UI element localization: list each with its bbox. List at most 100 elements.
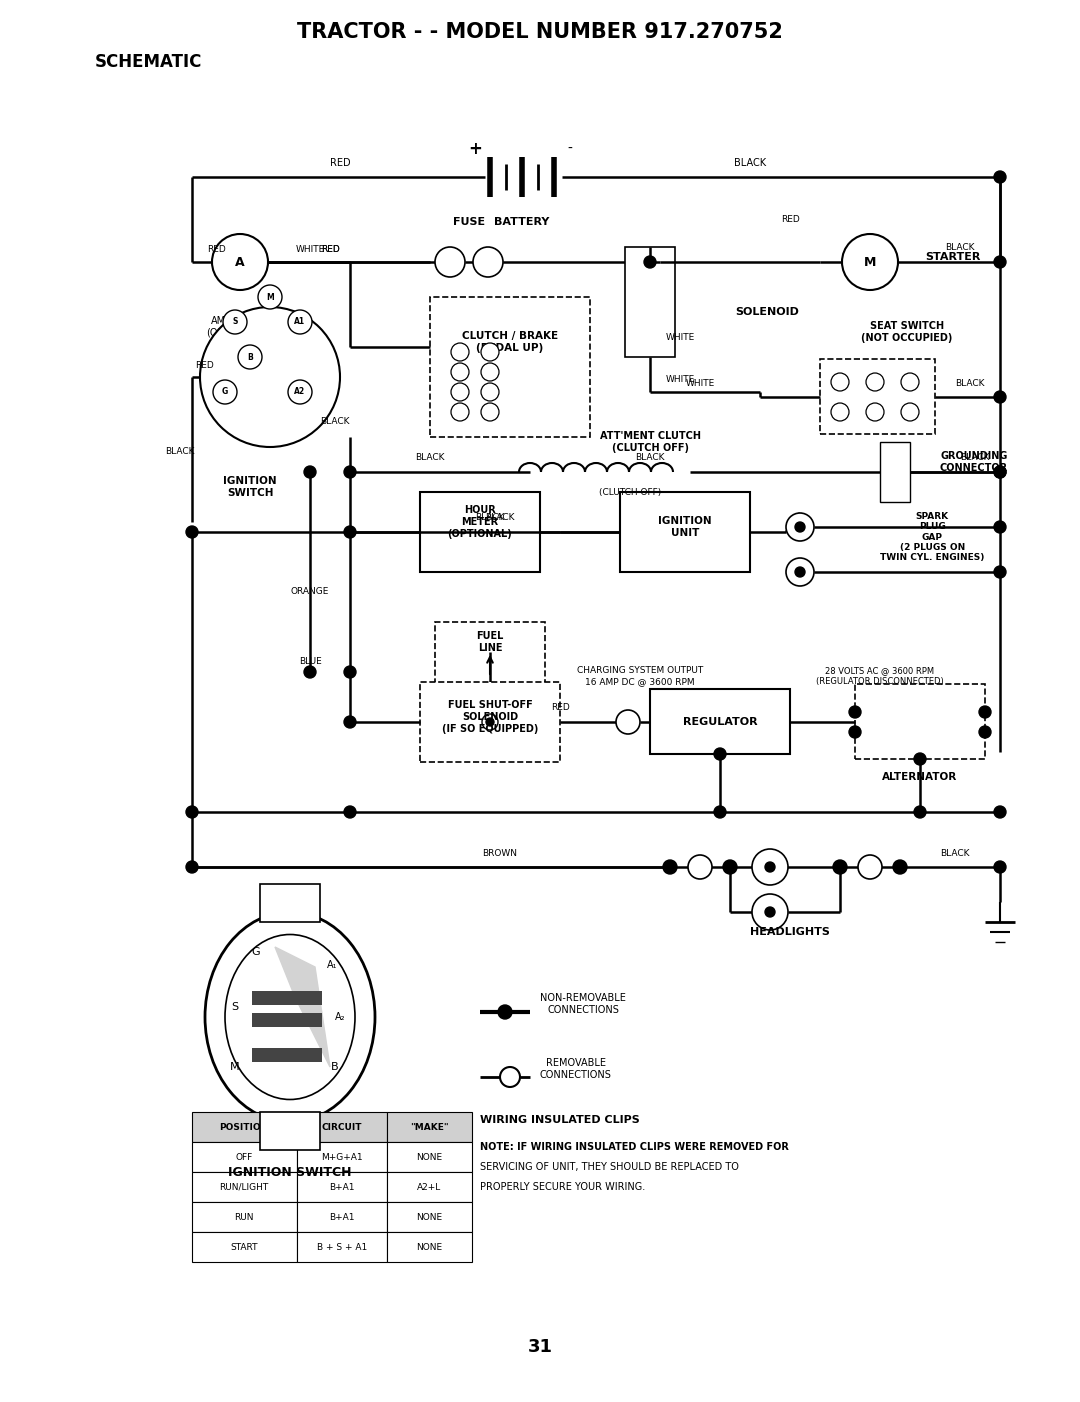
Circle shape — [238, 345, 262, 369]
Text: BLACK: BLACK — [941, 848, 970, 858]
Circle shape — [795, 522, 805, 531]
Circle shape — [994, 465, 1005, 478]
Bar — [297, 1143, 387, 1172]
Text: CIRCUIT: CIRCUIT — [322, 1123, 362, 1131]
Text: HEADLIGHTS: HEADLIGHTS — [751, 927, 829, 937]
Circle shape — [451, 343, 469, 360]
Bar — [192, 1232, 297, 1262]
Bar — [625, 247, 675, 358]
Text: BLACK: BLACK — [475, 513, 504, 523]
Text: RED: RED — [551, 704, 569, 712]
Circle shape — [222, 310, 247, 334]
Text: RED: RED — [195, 362, 214, 370]
Bar — [620, 492, 750, 572]
Circle shape — [481, 402, 499, 421]
Circle shape — [345, 716, 356, 728]
Text: AMMETER
(OPTIONAL): AMMETER (OPTIONAL) — [206, 317, 264, 338]
Circle shape — [303, 465, 316, 478]
Text: M: M — [864, 255, 876, 269]
Text: A₂: A₂ — [335, 1012, 346, 1022]
Circle shape — [186, 526, 198, 538]
Text: BLACK: BLACK — [945, 244, 975, 252]
Circle shape — [866, 373, 885, 391]
Text: A: A — [235, 255, 245, 269]
Circle shape — [866, 402, 885, 421]
Bar — [420, 492, 540, 572]
Text: CLUTCH / BRAKE
(PEDAL UP): CLUTCH / BRAKE (PEDAL UP) — [462, 331, 558, 353]
Circle shape — [481, 343, 499, 360]
Bar — [192, 1112, 297, 1143]
Text: BLACK: BLACK — [415, 453, 445, 463]
Circle shape — [482, 714, 498, 730]
Polygon shape — [275, 946, 330, 1067]
Circle shape — [849, 726, 861, 737]
Bar — [435, 622, 545, 751]
Text: SCHEMATIC: SCHEMATIC — [95, 53, 202, 72]
Text: M: M — [230, 1061, 240, 1073]
Circle shape — [288, 380, 312, 404]
Text: G: G — [221, 387, 228, 397]
Circle shape — [451, 363, 469, 381]
Text: IGNITION SWITCH: IGNITION SWITCH — [228, 1165, 352, 1179]
Text: M+G+A1: M+G+A1 — [321, 1152, 363, 1161]
Circle shape — [486, 718, 494, 726]
Text: NON-REMOVABLE
CONNECTIONS: NON-REMOVABLE CONNECTIONS — [540, 993, 626, 1015]
Circle shape — [833, 859, 847, 873]
Text: S: S — [232, 317, 238, 327]
Text: FUEL
LINE: FUEL LINE — [476, 631, 503, 653]
Text: SEAT SWITCH
(NOT OCCUPIED): SEAT SWITCH (NOT OCCUPIED) — [862, 321, 953, 343]
Text: B+A1: B+A1 — [329, 1213, 354, 1221]
Circle shape — [345, 806, 356, 817]
Circle shape — [451, 383, 469, 401]
Text: (CLUTCH OFF): (CLUTCH OFF) — [599, 488, 661, 496]
Circle shape — [200, 307, 340, 447]
Circle shape — [345, 666, 356, 679]
Text: RED: RED — [329, 158, 350, 168]
Text: NONE: NONE — [416, 1242, 442, 1252]
Text: A2+L: A2+L — [417, 1182, 441, 1192]
Circle shape — [901, 373, 919, 391]
Text: IGNITION
UNIT: IGNITION UNIT — [658, 516, 712, 538]
Text: BROWN: BROWN — [483, 848, 517, 858]
Text: REGULATOR: REGULATOR — [683, 716, 757, 728]
Circle shape — [831, 402, 849, 421]
Bar — [297, 1172, 387, 1202]
Bar — [260, 1112, 320, 1150]
Text: BLACK: BLACK — [635, 453, 665, 463]
Text: S: S — [231, 1002, 239, 1012]
Text: 31: 31 — [527, 1338, 553, 1356]
Text: NONE: NONE — [416, 1213, 442, 1221]
Circle shape — [978, 726, 991, 737]
Text: HOUR
METER
(OPTIONAL): HOUR METER (OPTIONAL) — [447, 505, 512, 538]
Text: B + S + A1: B + S + A1 — [316, 1242, 367, 1252]
Circle shape — [451, 402, 469, 421]
Bar — [820, 359, 935, 435]
Text: REMOVABLE
CONNECTIONS: REMOVABLE CONNECTIONS — [540, 1059, 612, 1080]
Circle shape — [765, 862, 775, 872]
Text: IGNITION
SWITCH: IGNITION SWITCH — [224, 477, 276, 498]
Bar — [387, 1202, 472, 1232]
Text: BLACK: BLACK — [321, 418, 350, 426]
Bar — [260, 885, 320, 923]
Text: B: B — [332, 1061, 339, 1073]
Bar — [252, 1049, 322, 1061]
Circle shape — [994, 465, 1005, 478]
Text: ORANGE: ORANGE — [291, 587, 329, 596]
Circle shape — [858, 855, 882, 879]
Circle shape — [914, 806, 926, 817]
Circle shape — [831, 373, 849, 391]
Text: SPARK
PLUG
GAP
(2 PLUGS ON
TWIN CYL. ENGINES): SPARK PLUG GAP (2 PLUGS ON TWIN CYL. ENG… — [880, 512, 984, 562]
Text: +: + — [468, 140, 482, 158]
Circle shape — [842, 234, 897, 290]
Text: FUEL SHUT-OFF
SOLENOID
(IF SO EQUIPPED): FUEL SHUT-OFF SOLENOID (IF SO EQUIPPED) — [442, 701, 538, 733]
Circle shape — [994, 861, 1005, 873]
Ellipse shape — [225, 935, 355, 1099]
Text: -: - — [568, 142, 572, 156]
Circle shape — [435, 247, 465, 278]
Bar — [252, 1014, 322, 1028]
Text: BLACK: BLACK — [955, 379, 985, 387]
Circle shape — [481, 363, 499, 381]
Circle shape — [893, 859, 907, 873]
Bar — [387, 1143, 472, 1172]
Circle shape — [303, 666, 316, 679]
